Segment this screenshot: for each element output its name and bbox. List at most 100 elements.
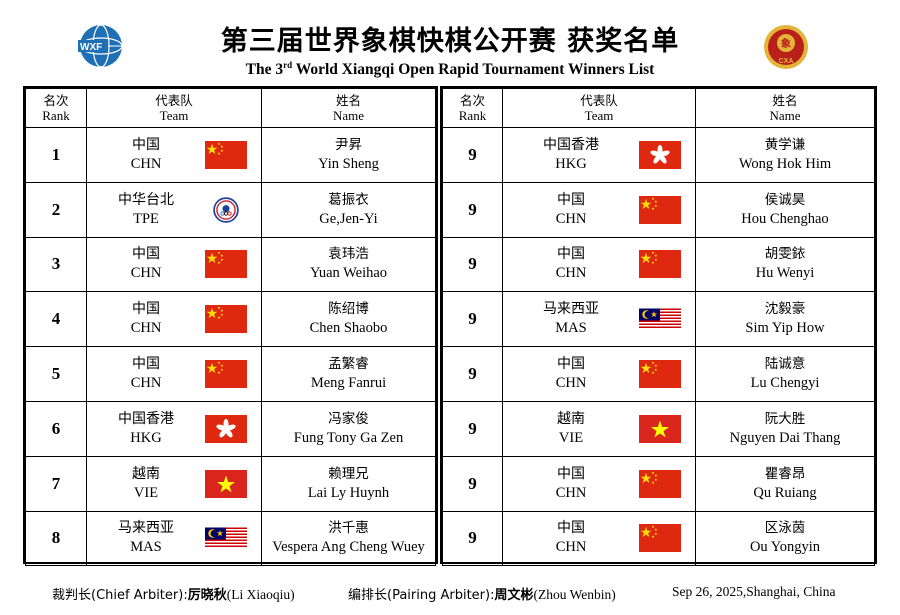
rank-cell: 9 xyxy=(442,455,503,512)
player-cell: 瞿睿昂 Qu Ruiang xyxy=(695,455,875,512)
china-flag-icon xyxy=(205,140,247,169)
team-name-cn: 中国 xyxy=(557,356,585,373)
player-name-cn: 陈绍博 xyxy=(328,301,369,318)
chief-arbiter: 裁判长(Chief Arbiter):厉晓秋(Li Xiaoqiu) xyxy=(52,584,295,603)
team-header-cn: 代表队 xyxy=(580,93,618,108)
team-code: CHN xyxy=(555,539,587,556)
player-name-cn: 洪千惠 xyxy=(328,520,369,537)
team-cell: 马来西亚 MAS xyxy=(502,291,696,348)
player-cell: 侯诚昊 Hou Chenghao xyxy=(695,181,875,238)
team-cell: 中国 CHN xyxy=(502,181,696,238)
player-name-cn: 沈毅豪 xyxy=(764,301,806,318)
team-name-cn: 中国香港 xyxy=(543,136,599,153)
page-title-cn: 第三届世界象棋快棋公开赛 获奖名单 xyxy=(220,26,680,57)
team-code: CHN xyxy=(555,210,587,227)
table-header-row: 名次 Rank 代表队 Team 姓名 Name xyxy=(25,88,436,128)
pairing-arbiter-name-cn: 周文彬 xyxy=(494,588,534,603)
team-cell: 中国 CHN xyxy=(502,236,696,293)
team-code: CHN xyxy=(555,265,587,282)
cxa-logo-text: CXA xyxy=(779,58,794,65)
team-name-cn: 中国 xyxy=(132,246,160,263)
rank-cell: 3 xyxy=(25,236,87,293)
chinese-taipei-flag-icon xyxy=(205,195,247,224)
team-name-cn: 中国 xyxy=(132,136,160,153)
team-name-cn: 中国 xyxy=(557,520,585,537)
table-row: 6 中国香港 HKG 冯家俊 Fung Tony Ga Zen xyxy=(25,400,436,457)
player-name-cn: 区泳茵 xyxy=(764,520,806,537)
team-cell: 中国 CHN xyxy=(86,346,262,402)
team-name-cn: 马来西亚 xyxy=(118,520,174,537)
player-cell: 区泳茵 Ou Yongyin xyxy=(695,510,875,567)
rank-header: 名次 Rank xyxy=(25,88,87,128)
team-cell: 中国 CHN xyxy=(502,455,696,512)
name-header-en: Name xyxy=(769,108,801,123)
china-flag-icon xyxy=(639,360,681,389)
team-name-cn: 中国 xyxy=(557,191,585,208)
title-en-ordinal: rd xyxy=(283,60,293,70)
pairing-arbiter-name-en: (Zhou Wenbin) xyxy=(533,587,616,602)
player-name-cn: 侯诚昊 xyxy=(764,191,806,208)
team-header-cn: 代表队 xyxy=(155,93,193,108)
malaysia-flag-icon xyxy=(639,308,681,330)
player-cell: 黄学谦 Wong Hok Him xyxy=(695,127,875,183)
player-name-en: Wong Hok Him xyxy=(738,155,832,172)
rank-cell: 7 xyxy=(25,455,87,512)
team-code: TPE xyxy=(133,210,159,227)
team-name-cn: 马来西亚 xyxy=(543,301,599,318)
wxf-logo: WXF xyxy=(78,24,123,68)
team-header-en: Team xyxy=(584,108,614,123)
malaysia-flag-icon xyxy=(205,527,247,549)
table-row: 5 中国 CHN 孟繁睿 Meng Fanrui xyxy=(25,346,436,402)
player-name-cn: 瞿睿昂 xyxy=(764,465,806,482)
table-row: 8 马来西亚 MAS 洪千惠 Vespera Ang Cheng Wuey xyxy=(25,510,436,567)
player-cell: 陆诚意 Lu Chengyi xyxy=(695,346,875,402)
team-code: HKG xyxy=(555,155,587,172)
player-cell: 沈毅豪 Sim Yip How xyxy=(695,291,875,348)
table-row: 9 越南 VIE 阮大胜 Nguyen Dai Thang xyxy=(442,400,875,457)
player-name-en: Hu Wenyi xyxy=(755,265,815,282)
player-name-cn: 冯家俊 xyxy=(328,410,369,427)
team-name-cn: 越南 xyxy=(132,465,160,482)
table-row: 9 中国 CHN 瞿睿昂 Qu Ruiang xyxy=(442,455,875,512)
player-cell: 冯家俊 Fung Tony Ga Zen xyxy=(261,400,436,457)
player-name-en: Meng Fanrui xyxy=(310,375,387,392)
player-name-cn: 赖理兄 xyxy=(328,465,369,482)
title-en-prefix: The 3 xyxy=(245,61,284,79)
player-cell: 孟繁睿 Meng Fanrui xyxy=(261,346,436,402)
china-flag-icon xyxy=(639,250,681,279)
china-flag-icon xyxy=(639,524,681,553)
table-row: 9 中国香港 HKG 黄学谦 Wong Hok Him xyxy=(442,127,875,183)
player-name-cn: 阮大胜 xyxy=(764,410,806,427)
rank-cell: 9 xyxy=(442,127,503,183)
table-row: 1 中国 CHN 尹昇 Yin Sheng xyxy=(25,127,436,183)
china-flag-icon xyxy=(205,360,247,389)
name-header-cn: 姓名 xyxy=(335,93,361,108)
team-name-cn: 中国 xyxy=(557,246,585,263)
rank-cell: 1 xyxy=(25,127,87,183)
player-name-cn: 葛振衣 xyxy=(328,191,369,208)
vietnam-flag-icon xyxy=(205,469,247,498)
player-name-en: Hou Chenghao xyxy=(741,210,829,227)
team-cell: 中国香港 HKG xyxy=(502,127,696,183)
rank-cell: 2 xyxy=(25,181,87,238)
hong-kong-flag-icon xyxy=(205,414,247,443)
table-row: 4 中国 CHN 陈绍博 Chen Shaobo xyxy=(25,291,436,348)
team-name-cn: 中国 xyxy=(132,301,160,318)
rank-header: 名次 Rank xyxy=(442,88,503,128)
name-header-en: Name xyxy=(332,108,365,123)
chief-arbiter-label: 裁判长(Chief Arbiter): xyxy=(52,588,188,603)
china-flag-icon xyxy=(205,250,247,279)
team-cell: 中国 CHN xyxy=(502,510,696,567)
player-name-cn: 黄学谦 xyxy=(764,136,806,153)
team-cell: 中国 CHN xyxy=(86,127,262,183)
table-row: 7 越南 VIE 赖理兄 Lai Ly Huynh xyxy=(25,455,436,512)
table-header-row: 名次 Rank 代表队 Team 姓名 Name xyxy=(442,88,875,128)
player-name-cn: 尹昇 xyxy=(335,136,362,153)
svg-text:象: 象 xyxy=(781,37,791,50)
rank-cell: 4 xyxy=(25,291,87,348)
team-code: CHN xyxy=(555,375,587,392)
player-cell: 尹昇 Yin Sheng xyxy=(261,127,436,183)
table-row: 9 中国 CHN 陆诚意 Lu Chengyi xyxy=(442,346,875,402)
team-name-cn: 中华台北 xyxy=(118,191,174,208)
team-code: CHN xyxy=(555,484,587,501)
